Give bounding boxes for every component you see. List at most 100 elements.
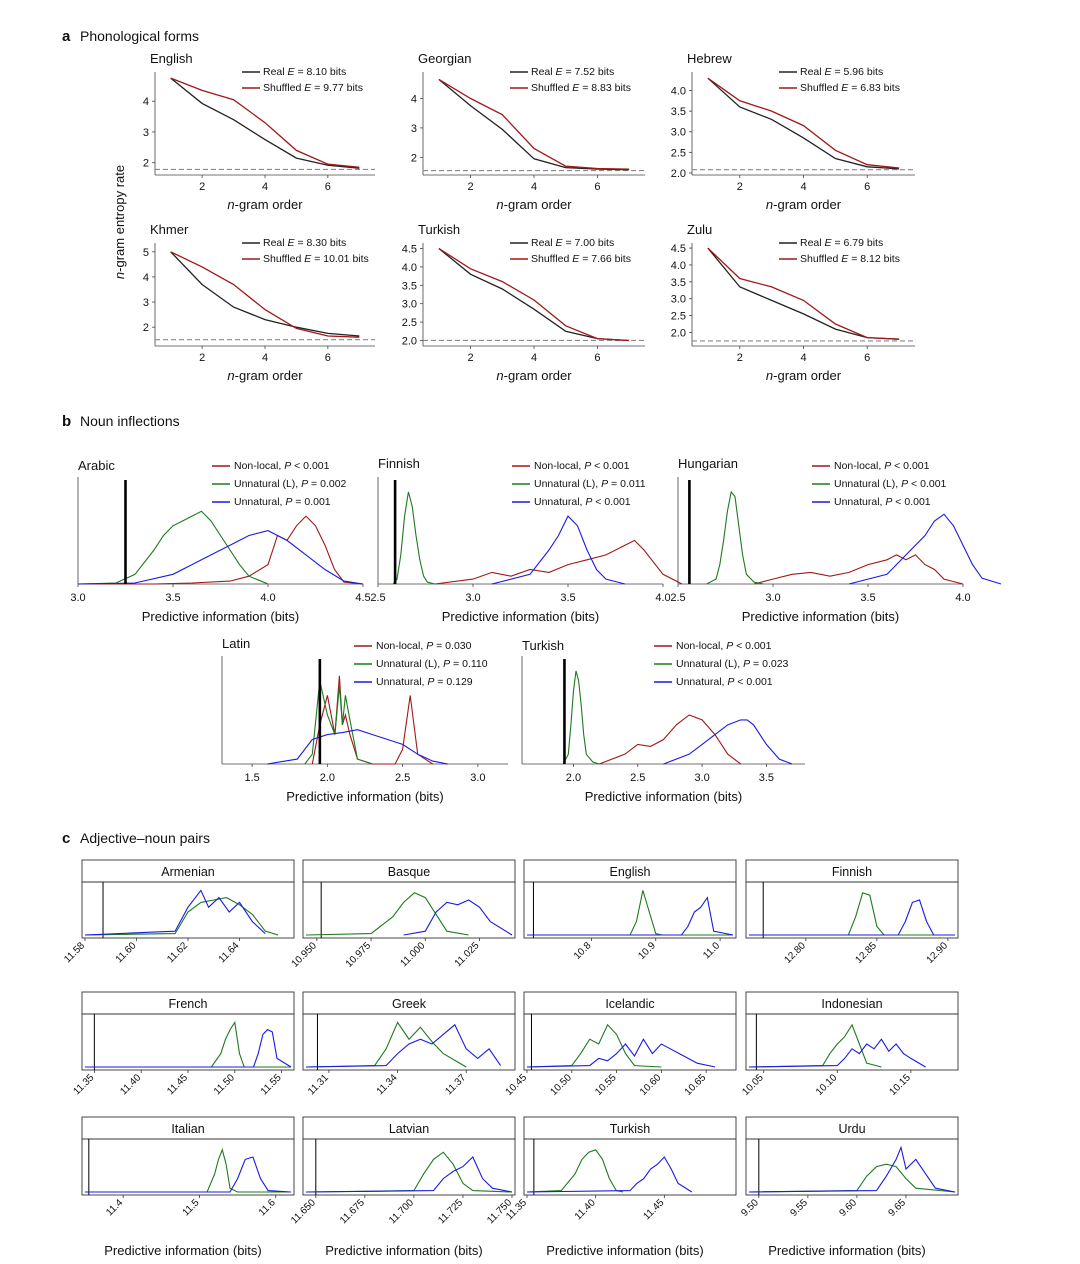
series-line-shuffled <box>707 247 900 340</box>
x-tick-label: 4.5 <box>355 592 370 604</box>
x-tick-label: 4 <box>262 352 268 364</box>
x-tick-label: 2 <box>468 352 474 364</box>
legend-symbol: E <box>825 237 833 249</box>
x-tick-label: 9.60 <box>837 1197 859 1219</box>
legend-label-shuffled: Shuffled E = 7.66 bits <box>531 253 631 265</box>
legend-name: Shuffled <box>263 82 304 94</box>
x-tick-label: 2 <box>737 181 743 193</box>
y-tick-label: 2 <box>143 322 149 334</box>
adjnoun-chart-icelandic: Icelandic 10.45 10.50 10.55 10.60 10.65 <box>504 991 737 1098</box>
x-axis-label-italic: n <box>766 368 773 383</box>
density-line-green <box>85 1148 291 1193</box>
legend-label-unnatural-l-: Unnatural (L), P = 0.023 <box>676 658 789 670</box>
density-line-green <box>85 1020 291 1068</box>
density-line-green <box>748 1163 956 1193</box>
x-axis-label-rest: -gram order <box>504 197 573 212</box>
x-tick-label: 3.0 <box>765 592 780 604</box>
x-axis-label-rest: -gram order <box>773 368 842 383</box>
x-tick-label: 12.80 <box>782 940 808 966</box>
density-line-green <box>305 892 469 936</box>
legend-label-unnatural: Unnatural, P < 0.001 <box>834 496 931 508</box>
legend-name: Shuffled <box>531 82 572 94</box>
legend-p-value: < 0.001 <box>733 640 771 652</box>
chart-title: Hungarian <box>678 456 738 471</box>
legend-name: Non-local, <box>376 640 426 652</box>
adjnoun-chart-greek: Greek 11.31 11.34 11.37 <box>302 991 516 1097</box>
x-axis-label-rest: -gram order <box>235 368 304 383</box>
density-line-blue <box>748 1145 956 1193</box>
density-line-unnatural <box>77 530 364 585</box>
x-tick-label: 3.0 <box>470 772 485 784</box>
x-axis-label: Predictive information (bits) <box>142 609 300 624</box>
x-tick-label: 6 <box>594 352 600 364</box>
x-axis-label: n-gram order <box>766 197 842 212</box>
x-axis-label: n-gram order <box>496 368 572 383</box>
legend-p-symbol: P <box>601 478 608 490</box>
facet-title: Latvian <box>389 1122 429 1136</box>
x-tick-label: 11.50 <box>212 1072 237 1097</box>
legend-value: = 6.83 bits <box>848 82 900 94</box>
y-tick-label: 3 <box>411 123 417 135</box>
x-tick-label: 10.55 <box>593 1072 619 1098</box>
facet-plot-frame <box>81 881 295 939</box>
series-line-real <box>170 251 360 337</box>
x-tick-label: 11.725 <box>436 1197 465 1226</box>
panel-a-ylabel: n-gram entropy rate <box>112 165 127 279</box>
y-tick-label: 3 <box>143 297 149 309</box>
x-axis-label-italic: n <box>227 197 234 212</box>
x-tick-label: 2 <box>468 181 474 193</box>
legend-symbol: E <box>556 237 564 249</box>
y-tick-label: 3.0 <box>402 299 417 311</box>
y-tick-label: 3.0 <box>671 127 686 139</box>
x-tick-label: 11.6 <box>257 1197 278 1218</box>
x-tick-label: 11.60 <box>114 940 139 965</box>
legend-label-shuffled: Shuffled E = 9.77 bits <box>263 82 363 94</box>
x-tick-label: 10.05 <box>740 1072 766 1098</box>
density-line-blue <box>85 1156 292 1193</box>
x-tick-label: 10.950 <box>290 940 320 970</box>
legend-symbol: E <box>556 66 564 78</box>
noun-chart-finnish: Finnish 2.5 3.0 3.5 4.0 Predictive informatio… <box>370 456 683 624</box>
legend-label-shuffled: Shuffled E = 8.83 bits <box>531 82 631 94</box>
x-axis-label: n-gram order <box>227 197 303 212</box>
adjnoun-chart-french: French 11.35 11.40 11.45 11.50 11.55 <box>72 991 295 1097</box>
x-tick-label: 3.5 <box>759 772 774 784</box>
legend-name: Real <box>800 66 825 78</box>
adjnoun-chart-armenian: Armenian 11.58 11.60 11.62 11.64 <box>62 859 295 965</box>
legend-label-unnatural: Unnatural, P < 0.001 <box>534 496 631 508</box>
legend-p-symbol: P <box>301 478 308 490</box>
x-tick-label: 6 <box>325 181 331 193</box>
adjnoun-chart-urdu: Urdu 9.50 9.55 9.60 9.65 Predictive informati… <box>739 1116 959 1258</box>
legend-value: = 8.10 bits <box>295 66 347 78</box>
facet-plot-frame <box>302 881 516 939</box>
x-tick-label: 10.15 <box>888 1072 914 1098</box>
x-axis-label-italic: n <box>496 197 503 212</box>
legend-label-shuffled: Shuffled E = 6.83 bits <box>800 82 900 94</box>
chart-title: Turkish <box>418 222 460 237</box>
x-tick-label: 11.5 <box>181 1197 202 1218</box>
x-tick-label: 11.35 <box>72 1072 97 1097</box>
x-axis-label: Predictive information (bits) <box>442 609 600 624</box>
facet-plot-frame <box>81 1138 295 1196</box>
panel-c-letter: c <box>62 830 70 847</box>
facet-title: Greek <box>392 997 427 1011</box>
x-tick-label: 11.650 <box>289 1197 318 1226</box>
density-line-unnatural <box>848 513 1002 585</box>
y-tick-label: 2 <box>143 158 149 170</box>
legend-label-unnatural-l-: Unnatural (L), P = 0.011 <box>534 478 646 490</box>
y-tick-label: 4 <box>143 96 149 108</box>
legend-p-symbol: P <box>427 676 434 688</box>
facet-title: Italian <box>171 1122 204 1136</box>
x-tick-label: 2.5 <box>630 772 645 784</box>
legend-p-symbol: P <box>743 658 750 670</box>
legend-value: = 5.96 bits <box>832 66 884 78</box>
panel-b-letter: b <box>62 413 71 430</box>
legend-name: Shuffled <box>800 82 841 94</box>
panel-a-letter: a <box>62 28 71 45</box>
x-axis-label: n-gram order <box>227 368 303 383</box>
adjnoun-chart-italian: Italian 11.4 11.5 11.6 Predictive informatio… <box>81 1116 295 1258</box>
density-line-unnatural <box>663 719 793 765</box>
legend-symbol: E <box>304 253 312 265</box>
density-line-non-local <box>434 539 683 585</box>
x-tick-label: 6 <box>594 181 600 193</box>
